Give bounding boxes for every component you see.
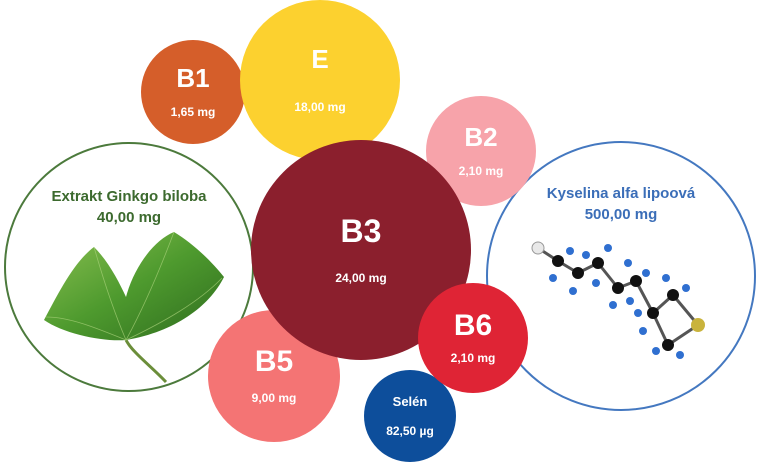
molecule-icon [531,241,705,359]
vitamin-b5-amount: 9,00 mg [251,391,297,405]
vitamin-b2-name: B2 [464,122,498,152]
lipoic-circle: Kyselina alfa lipoová 500,00 mg [486,141,756,411]
selenium-name: Selén [392,393,428,409]
selenium-bubble: Selén 82,50 µg [364,370,456,462]
vitamin-b1-amount: 1,65 mg [170,105,216,119]
vitamin-e-name: E [311,44,329,74]
selenium-amount: 82,50 µg [386,423,434,438]
vitamin-b6-name: B6 [453,309,493,342]
lipoic-title: Kyselina alfa lipoová 500,00 mg [488,183,754,225]
ginkgo-title: Extrakt Ginkgo biloba 40,00 mg [6,186,252,228]
vitamin-b1-bubble: B1 1,65 mg [141,40,245,144]
vitamin-b3-amount: 24,00 mg [335,271,387,285]
ginkgo-amount: 40,00 mg [96,209,162,226]
lipoic-name: Kyselina alfa lipoová [546,185,696,202]
ginkgo-leaf-icon [44,231,224,384]
vitamin-b6-amount: 2,10 mg [450,351,496,365]
vitamin-e-bubble: E 18,00 mg [240,0,400,160]
lipoic-amount: 500,00 mg [584,206,658,223]
vitamin-e-amount: 18,00 mg [294,100,346,114]
vitamin-b5-name: B5 [254,345,294,378]
vitamin-b2-amount: 2,10 mg [458,164,504,178]
vitamin-b3-name: B3 [340,213,382,249]
vitamin-b6-bubble: B6 2,10 mg [418,283,528,393]
ginkgo-name: Extrakt Ginkgo biloba [51,188,207,205]
ginkgo-circle: Extrakt Ginkgo biloba 40,00 mg [4,142,254,392]
vitamin-b1-name: B1 [176,63,210,93]
